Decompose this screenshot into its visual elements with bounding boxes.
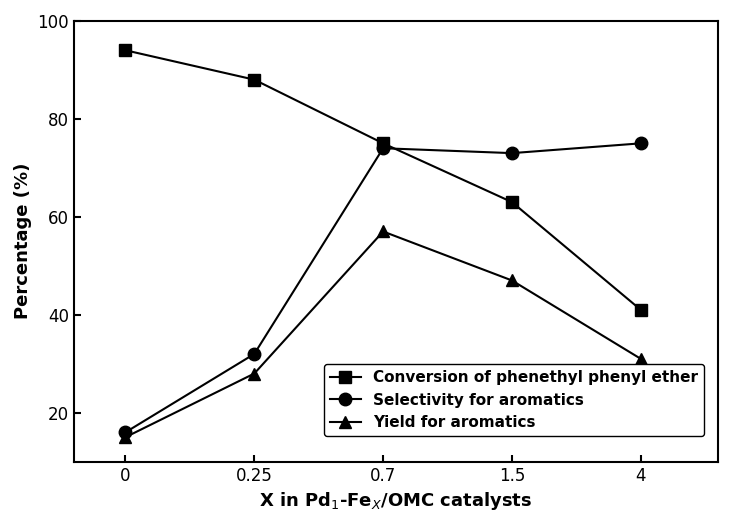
Conversion of phenethyl phenyl ether [636, 307, 645, 313]
Selectivity for aromatics [378, 145, 387, 151]
Yield for aromatics [507, 277, 516, 284]
Yield for aromatics [636, 356, 645, 362]
Y-axis label: Percentage (%): Percentage (%) [14, 163, 32, 319]
Line: Conversion of phenethyl phenyl ether: Conversion of phenethyl phenyl ether [119, 44, 647, 316]
Selectivity for aromatics [250, 351, 258, 357]
Conversion of phenethyl phenyl ether [378, 140, 387, 146]
Line: Yield for aromatics: Yield for aromatics [119, 225, 647, 443]
Yield for aromatics [250, 370, 258, 377]
Yield for aromatics [121, 434, 130, 440]
Selectivity for aromatics [507, 150, 516, 156]
Conversion of phenethyl phenyl ether [250, 76, 258, 83]
Line: Selectivity for aromatics: Selectivity for aromatics [119, 137, 647, 439]
Legend: Conversion of phenethyl phenyl ether, Selectivity for aromatics, Yield for aroma: Conversion of phenethyl phenyl ether, Se… [324, 364, 704, 437]
Selectivity for aromatics [636, 140, 645, 146]
Yield for aromatics [378, 228, 387, 235]
Conversion of phenethyl phenyl ether [507, 199, 516, 205]
X-axis label: X in Pd$_1$-Fe$_X$/OMC catalysts: X in Pd$_1$-Fe$_X$/OMC catalysts [259, 490, 533, 512]
Selectivity for aromatics [121, 429, 130, 436]
Conversion of phenethyl phenyl ether [121, 47, 130, 54]
